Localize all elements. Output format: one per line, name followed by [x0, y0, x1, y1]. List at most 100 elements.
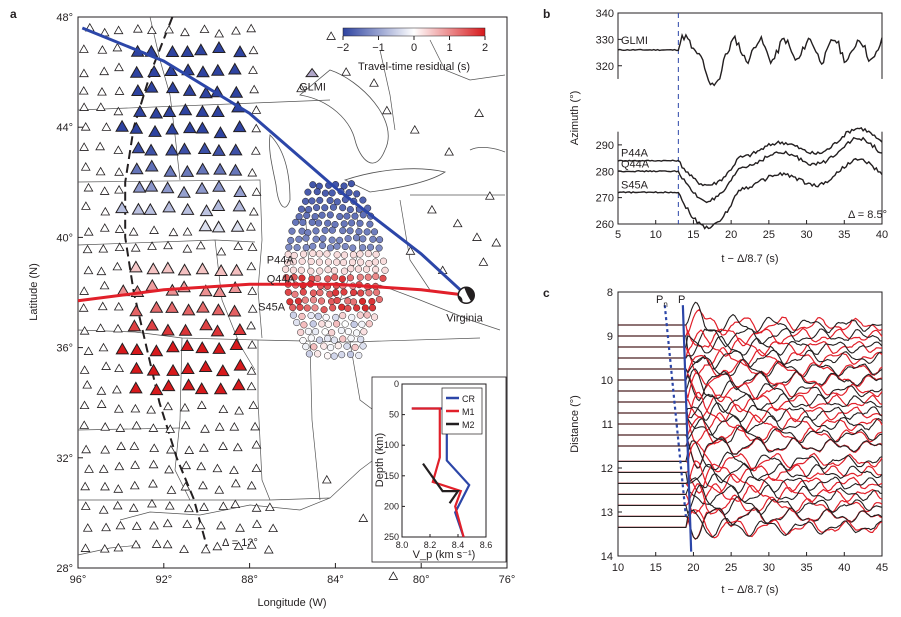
station-circle: [356, 219, 364, 227]
station-triangle: [268, 523, 279, 533]
station-triangle: [131, 539, 141, 549]
station-circle: [297, 205, 306, 213]
station-circle: [357, 335, 365, 343]
station-triangle: [405, 246, 416, 255]
station-circle: [357, 289, 365, 297]
station-circle: [289, 266, 297, 274]
station-circle: [312, 227, 320, 235]
station-triangle-glmi: [305, 67, 320, 78]
station-circle: [303, 304, 311, 312]
station-triangle: [199, 204, 214, 217]
station-triangle: [177, 142, 192, 155]
lake-erie: [343, 168, 446, 193]
station-triangle: [148, 478, 158, 488]
station-triangle: [163, 401, 173, 411]
map-xtick-label: 80°: [413, 574, 430, 586]
station-triangles: [78, 22, 502, 580]
inset-legend-label: CR: [462, 394, 475, 404]
station-triangle: [80, 501, 91, 510]
station-circle: [340, 220, 348, 228]
station-label: Q44A: [267, 274, 296, 286]
station-triangle: [146, 25, 157, 35]
station-circle: [371, 258, 379, 266]
station-triangle: [228, 281, 243, 294]
station-triangle: [163, 164, 178, 177]
station-triangle: [212, 41, 226, 54]
inset-xtick-label: 8.6: [480, 540, 493, 550]
station-triangle: [230, 219, 245, 232]
station-triangle: [229, 263, 244, 276]
station-triangle: [184, 445, 195, 454]
station-triangle: [212, 179, 226, 192]
station-circle: [300, 250, 308, 258]
station-triangle: [97, 301, 108, 311]
station-triangle: [247, 286, 258, 295]
station-triangle: [196, 461, 207, 471]
station-circle: [379, 274, 387, 282]
station-circle: [339, 227, 347, 235]
station-triangle: [114, 461, 125, 471]
station-triangle: [231, 378, 246, 391]
station-circle: [298, 227, 306, 235]
station-triangle: [144, 159, 159, 172]
station-circle: [305, 205, 313, 214]
station-circle: [298, 257, 306, 265]
station-circle: [329, 203, 338, 211]
station-triangle: [230, 499, 241, 509]
station-circle: [359, 244, 367, 252]
station-triangle: [484, 191, 495, 200]
map-panel: 96° 92° 88° 84° 80° 76°28°32°36°40°44°48° Δ =…: [28, 12, 515, 609]
station-triangle: [247, 242, 258, 251]
station-circle: [376, 236, 384, 244]
station-circle: [341, 320, 349, 328]
map-ytick-label: 32°: [56, 453, 73, 465]
station-circle: [370, 313, 379, 321]
station-circle: [321, 226, 329, 234]
station-triangle: [96, 399, 107, 408]
station-triangle: [251, 439, 262, 449]
station-triangle: [234, 405, 245, 415]
station-triangle: [165, 81, 180, 94]
panel-c-xtick-label: 30: [763, 562, 775, 574]
station-triangle: [178, 323, 193, 336]
station-circle: [339, 312, 347, 320]
station-circle: [296, 303, 304, 311]
station-triangle: [149, 344, 164, 357]
station-circle: [312, 328, 320, 336]
station-circle: [354, 265, 362, 273]
station-triangle: [161, 323, 175, 336]
station-circle: [333, 242, 341, 250]
station-triangle: [131, 521, 142, 530]
station-triangle: [78, 44, 89, 53]
station-triangle: [97, 45, 108, 54]
station-circle: [353, 304, 361, 312]
station-triangle: [263, 544, 274, 554]
station-circle: [303, 211, 311, 220]
station-triangle: [341, 67, 352, 76]
station-triangle: [131, 420, 142, 430]
station-triangle: [113, 25, 124, 35]
station-triangle: [198, 219, 213, 232]
station-triangle: [132, 24, 143, 33]
station-triangle: [232, 120, 247, 133]
station-triangle: [388, 571, 399, 580]
station-triangle: [165, 143, 179, 156]
station-triangle: [144, 80, 159, 93]
station-circle: [368, 304, 377, 312]
station-triangle: [251, 105, 262, 114]
station-triangle: [83, 346, 94, 355]
station-circle: [326, 196, 334, 205]
station-triangle: [246, 366, 257, 375]
station-circle: [299, 288, 307, 296]
station-triangle: [213, 382, 228, 395]
station-circle: [322, 313, 330, 321]
station-triangle: [132, 180, 147, 193]
station-triangle: [149, 443, 160, 452]
station-circle: [365, 320, 373, 328]
station-triangle: [296, 83, 306, 93]
station-circle: [324, 266, 332, 274]
map-xtick-label: 88°: [241, 574, 258, 586]
panel-c-observed-trace: [618, 356, 883, 378]
station-triangle: [248, 206, 259, 216]
station-triangle: [82, 380, 93, 389]
